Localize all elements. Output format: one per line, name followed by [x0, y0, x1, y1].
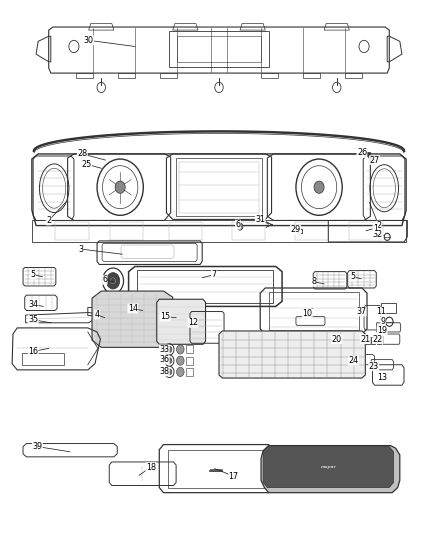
- Text: 5: 5: [31, 270, 36, 279]
- Text: 30: 30: [84, 36, 94, 45]
- Text: 5: 5: [350, 272, 355, 281]
- Text: 11: 11: [376, 307, 386, 316]
- Bar: [176, 158, 262, 216]
- Circle shape: [177, 356, 184, 365]
- Text: 2: 2: [46, 216, 51, 225]
- Text: 28: 28: [77, 149, 88, 158]
- Bar: [186, 345, 193, 353]
- Text: 6: 6: [235, 220, 240, 229]
- Circle shape: [115, 181, 125, 193]
- Text: 22: 22: [373, 335, 383, 344]
- Bar: [179, 162, 259, 213]
- Text: 26: 26: [357, 148, 367, 157]
- Text: 4: 4: [95, 310, 99, 319]
- Bar: [377, 337, 381, 344]
- Text: 2: 2: [376, 221, 381, 230]
- Polygon shape: [261, 446, 400, 492]
- Text: 6: 6: [102, 276, 107, 284]
- Circle shape: [237, 223, 243, 230]
- Circle shape: [167, 358, 172, 364]
- Text: 25: 25: [81, 160, 92, 168]
- Polygon shape: [157, 299, 205, 344]
- Text: 38: 38: [159, 367, 170, 376]
- Bar: [22, 353, 64, 365]
- Text: 19: 19: [377, 327, 387, 335]
- Circle shape: [167, 369, 172, 375]
- Text: 8: 8: [311, 277, 316, 286]
- Circle shape: [167, 346, 172, 352]
- Text: 15: 15: [160, 312, 170, 321]
- Text: 32: 32: [373, 230, 383, 239]
- Text: 33: 33: [159, 345, 170, 354]
- Bar: [365, 337, 370, 344]
- Text: 20: 20: [332, 335, 342, 344]
- Text: 3: 3: [78, 245, 84, 254]
- Text: 29: 29: [290, 225, 300, 234]
- Circle shape: [369, 156, 373, 160]
- Bar: [371, 337, 375, 344]
- Bar: [366, 152, 371, 155]
- Circle shape: [340, 336, 346, 344]
- Text: 35: 35: [28, 315, 38, 324]
- Text: 1: 1: [373, 224, 378, 232]
- Text: 7: 7: [212, 270, 216, 279]
- Bar: [186, 357, 193, 365]
- Text: mopar: mopar: [321, 465, 337, 469]
- Text: 37: 37: [356, 307, 366, 316]
- Circle shape: [106, 273, 120, 289]
- Text: 39: 39: [32, 442, 42, 451]
- Text: 31: 31: [255, 215, 265, 224]
- Text: 21: 21: [360, 335, 371, 344]
- Text: 10: 10: [302, 309, 312, 318]
- Polygon shape: [219, 331, 365, 378]
- Text: 27: 27: [369, 156, 380, 165]
- Text: 14: 14: [128, 304, 138, 313]
- Text: 18: 18: [146, 463, 156, 472]
- Text: 24: 24: [349, 356, 359, 365]
- Polygon shape: [92, 291, 173, 348]
- Polygon shape: [263, 447, 393, 488]
- Text: 17: 17: [229, 472, 239, 481]
- Text: 36: 36: [159, 355, 170, 364]
- Text: 16: 16: [28, 347, 38, 356]
- Text: 12: 12: [188, 318, 198, 327]
- Circle shape: [177, 367, 184, 376]
- Bar: [186, 368, 193, 376]
- Text: 9: 9: [381, 317, 385, 326]
- Circle shape: [314, 181, 324, 193]
- Circle shape: [177, 345, 184, 354]
- Text: 13: 13: [377, 373, 387, 382]
- Text: 23: 23: [369, 362, 379, 371]
- Text: 34: 34: [28, 300, 38, 309]
